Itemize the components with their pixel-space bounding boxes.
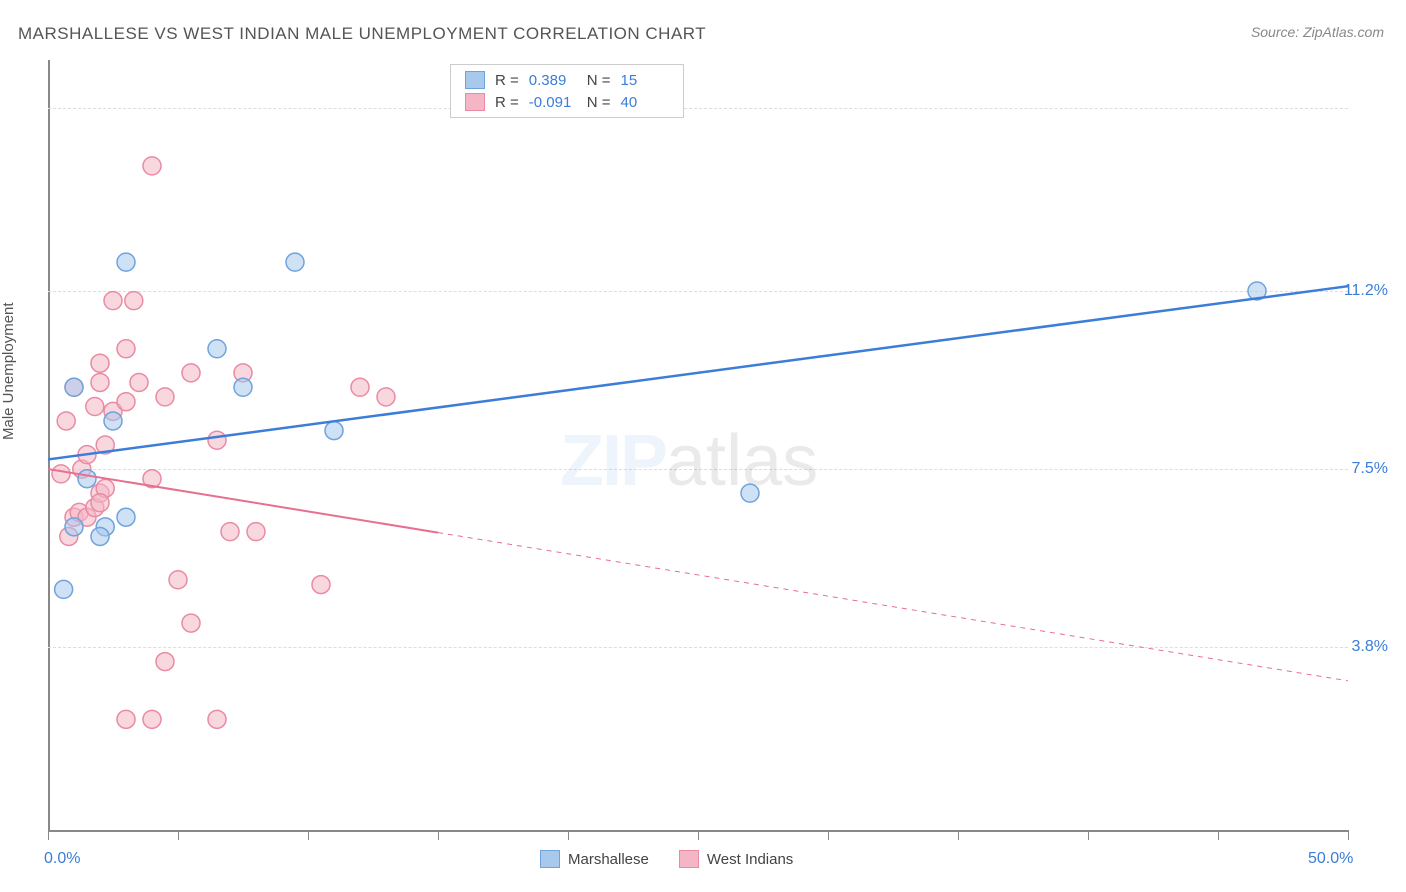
x-tick bbox=[1218, 830, 1219, 840]
r-value-2: -0.091 bbox=[529, 94, 577, 111]
scatter-point bbox=[325, 422, 343, 440]
scatter-point bbox=[286, 253, 304, 271]
x-tick bbox=[48, 830, 49, 840]
scatter-point bbox=[351, 378, 369, 396]
scatter-point bbox=[312, 576, 330, 594]
legend-label-westindians: West Indians bbox=[707, 851, 793, 868]
scatter-point bbox=[117, 710, 135, 728]
scatter-point bbox=[65, 518, 83, 536]
scatter-point bbox=[117, 253, 135, 271]
scatter-point bbox=[117, 340, 135, 358]
y-tick-label: 3.8% bbox=[1352, 638, 1388, 656]
y-axis-label: Male Unemployment bbox=[0, 302, 17, 440]
legend-swatch-marshallese bbox=[540, 850, 560, 868]
scatter-point bbox=[117, 508, 135, 526]
x-tick bbox=[568, 830, 569, 840]
scatter-point bbox=[247, 523, 265, 541]
legend-swatch-westindians bbox=[679, 850, 699, 868]
scatter-point bbox=[377, 388, 395, 406]
scatter-point bbox=[182, 614, 200, 632]
x-tick bbox=[1088, 830, 1089, 840]
x-tick bbox=[308, 830, 309, 840]
x-tick bbox=[438, 830, 439, 840]
legend-item-westindians: West Indians bbox=[679, 850, 793, 868]
scatter-point bbox=[55, 580, 73, 598]
r-value-1: 0.389 bbox=[529, 72, 577, 89]
chart-title: MARSHALLESE VS WEST INDIAN MALE UNEMPLOY… bbox=[18, 24, 706, 44]
scatter-point bbox=[169, 571, 187, 589]
scatter-point bbox=[208, 431, 226, 449]
scatter-point bbox=[156, 653, 174, 671]
n-value-2: 40 bbox=[621, 94, 669, 111]
scatter-point bbox=[156, 388, 174, 406]
scatter-point bbox=[208, 710, 226, 728]
y-tick-label: 7.5% bbox=[1352, 460, 1388, 478]
scatter-point bbox=[143, 710, 161, 728]
trend-line-dashed bbox=[438, 533, 1348, 681]
scatter-point bbox=[125, 292, 143, 310]
scatter-point bbox=[221, 523, 239, 541]
scatter-point bbox=[117, 393, 135, 411]
n-label-1: N = bbox=[587, 72, 611, 89]
n-value-1: 15 bbox=[621, 72, 669, 89]
scatter-point bbox=[78, 470, 96, 488]
scatter-point bbox=[234, 378, 252, 396]
scatter-point bbox=[130, 373, 148, 391]
x-tick bbox=[828, 830, 829, 840]
r-label-2: R = bbox=[495, 94, 519, 111]
bottom-legend: Marshallese West Indians bbox=[540, 850, 793, 868]
stats-row-marshallese: R = 0.389 N = 15 bbox=[465, 69, 669, 91]
scatter-point bbox=[57, 412, 75, 430]
scatter-point bbox=[91, 527, 109, 545]
x-tick-label: 50.0% bbox=[1308, 850, 1353, 868]
swatch-marshallese bbox=[465, 71, 485, 89]
scatter-point bbox=[91, 494, 109, 512]
scatter-point bbox=[52, 465, 70, 483]
scatter-point bbox=[65, 378, 83, 396]
scatter-point bbox=[86, 398, 104, 416]
source-attribution: Source: ZipAtlas.com bbox=[1251, 24, 1384, 40]
correlation-stats-box: R = 0.389 N = 15 R = -0.091 N = 40 bbox=[450, 64, 684, 118]
x-tick bbox=[698, 830, 699, 840]
scatter-plot-svg bbox=[48, 60, 1348, 830]
swatch-westindians bbox=[465, 93, 485, 111]
x-tick bbox=[958, 830, 959, 840]
scatter-point bbox=[208, 340, 226, 358]
scatter-point bbox=[104, 292, 122, 310]
scatter-point bbox=[741, 484, 759, 502]
scatter-point bbox=[91, 373, 109, 391]
r-label-1: R = bbox=[495, 72, 519, 89]
scatter-point bbox=[104, 412, 122, 430]
n-label-2: N = bbox=[587, 94, 611, 111]
scatter-point bbox=[143, 157, 161, 175]
x-tick bbox=[178, 830, 179, 840]
legend-label-marshallese: Marshallese bbox=[568, 851, 649, 868]
legend-item-marshallese: Marshallese bbox=[540, 850, 649, 868]
stats-row-westindians: R = -0.091 N = 40 bbox=[465, 91, 669, 113]
y-tick-label: 11.2% bbox=[1344, 282, 1388, 300]
scatter-point bbox=[182, 364, 200, 382]
x-tick-label: 0.0% bbox=[44, 850, 80, 868]
x-tick bbox=[1348, 830, 1349, 840]
scatter-point bbox=[91, 354, 109, 372]
